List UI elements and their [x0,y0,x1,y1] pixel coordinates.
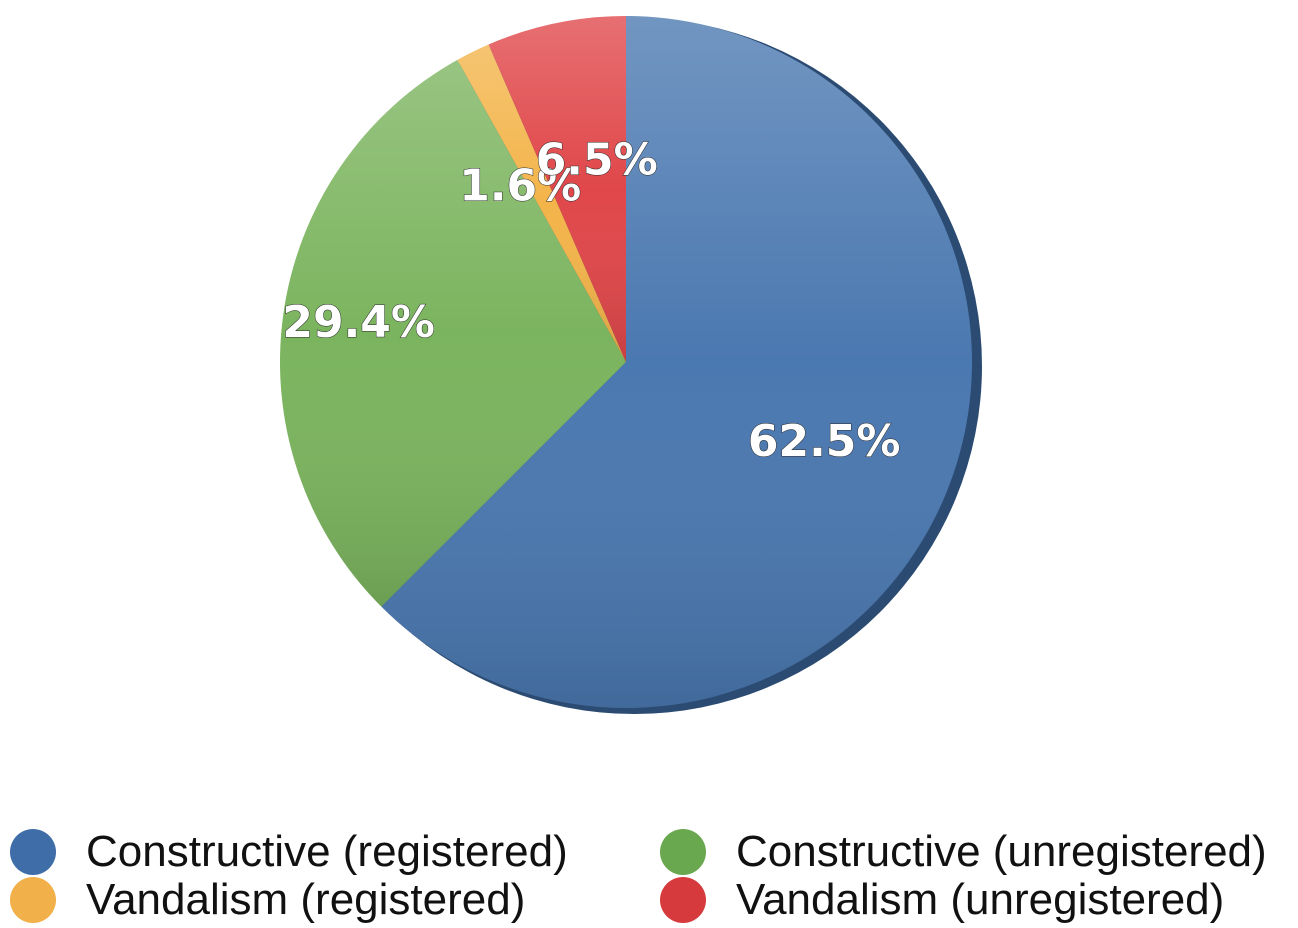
pie-slice-labels: 62.5% 29.4% 1.6%6.5% [282,134,901,468]
pie-data-label: 29.4% [282,297,435,348]
pie-data-label: 1.6% [459,160,581,211]
legend-swatch [10,877,56,923]
pie-data-label: 6.5% [536,134,658,185]
legend-label: Constructive (registered) [86,827,568,876]
pie-data-label: 62.5% [748,416,901,467]
legend-swatch [660,877,706,923]
legend-item-vandalism-unregistered: Vandalism (unregistered) [660,876,1224,924]
legend-item-constructive-registered: Constructive (registered) [10,828,568,876]
legend-label: Vandalism (registered) [86,875,526,924]
legend-label: Vandalism (unregistered) [736,875,1225,924]
legend: Constructive (registered) Constructive (… [10,828,1298,928]
legend-swatch [10,829,56,875]
legend-label: Constructive (unregistered) [736,827,1267,876]
legend-swatch [660,829,706,875]
pie-slice-shading [457,44,626,362]
legend-item-vandalism-registered: Vandalism (registered) [10,876,525,924]
legend-item-constructive-unregistered: Constructive (unregistered) [660,828,1267,876]
pie-chart-svg: 62.5% 29.4% 1.6%6.5% [279,16,982,714]
pie-slice-shading [488,16,626,362]
pie-slices [279,16,982,714]
pie-slice-shading [381,16,972,708]
pie-slice-shading [279,59,626,607]
